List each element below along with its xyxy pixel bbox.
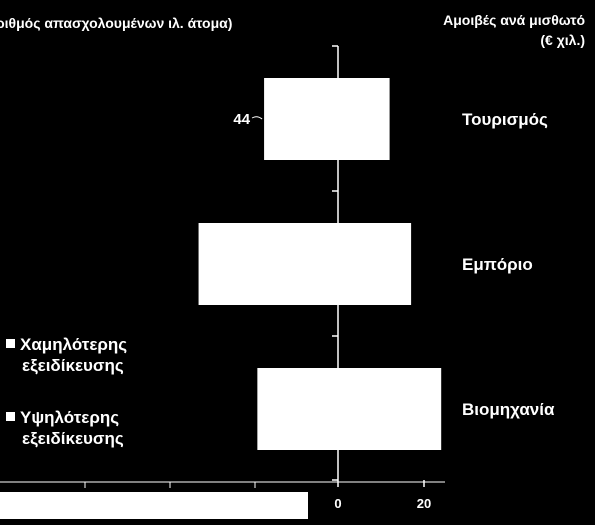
category-label-2: Βιομηχανία (462, 400, 555, 419)
bottom-axis-bar (0, 492, 308, 519)
legend-item-low-skill: Χαμηλότερης εξειδίκευσης (6, 334, 127, 376)
x-tick-label-0: 0 (334, 496, 341, 511)
bar-0 (264, 78, 390, 160)
legend-label-line2: εξειδίκευσης (22, 429, 124, 448)
data-label-0: 44 (233, 111, 250, 128)
right-title-line2: (€ χιλ.) (540, 32, 585, 48)
left-axis-title: ριθμός απασχολουμένων ιλ. άτομα) (0, 15, 233, 31)
legend-swatch (6, 339, 15, 348)
legend-label-line2: εξειδίκευσης (22, 356, 124, 375)
bar-1 (198, 223, 412, 305)
legend-item-high-skill: Υψηλότερης εξειδίκευσης (6, 407, 124, 449)
legend-label-line1: Υψηλότερης (20, 408, 120, 427)
legend-label-line1: Χαμηλότερης (20, 335, 128, 354)
bar-2 (257, 368, 442, 450)
legend-swatch (6, 412, 15, 421)
x-tick-label-1: 20 (417, 496, 431, 511)
right-axis-title: Αμοιβές ανά μισθωτό (€ χιλ.) (443, 10, 585, 50)
category-label-0: Τουρισμός (462, 110, 548, 129)
category-label-1: Εμπόριο (462, 255, 533, 274)
data-label-leader-0 (251, 116, 263, 120)
right-title-line1: Αμοιβές ανά μισθωτό (443, 12, 585, 28)
